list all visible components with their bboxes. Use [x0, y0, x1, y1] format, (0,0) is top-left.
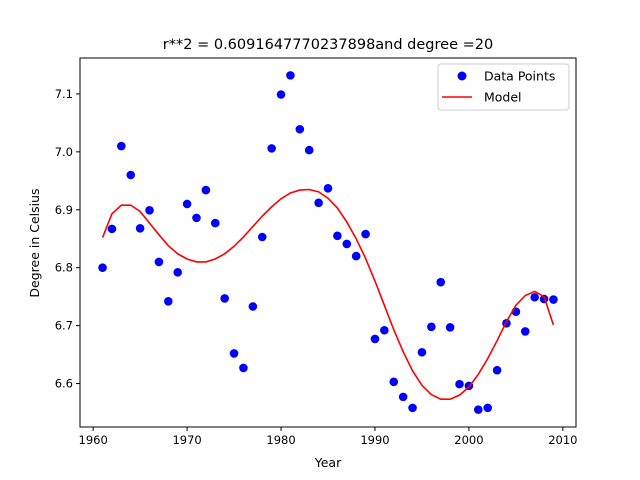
data-point	[182, 199, 192, 209]
data-point	[192, 213, 201, 223]
legend: Data Points Model	[437, 63, 570, 111]
data-point	[417, 347, 427, 357]
data-point	[107, 224, 117, 234]
plot-area	[98, 71, 558, 414]
data-point	[549, 295, 558, 304]
data-point	[220, 294, 229, 303]
data-point	[483, 403, 493, 413]
model-line	[101, 188, 555, 400]
legend-data-points-label: Data Points	[484, 69, 555, 84]
data-point	[380, 325, 389, 335]
data-point	[323, 184, 333, 193]
y-tick-label: 6.6	[55, 377, 73, 391]
x-axis-label: Year	[314, 455, 342, 470]
data-point	[474, 405, 483, 414]
data-point	[492, 365, 502, 375]
y-tick-label: 7.0	[55, 145, 73, 159]
data-point	[520, 327, 530, 336]
data-point	[267, 144, 276, 153]
x-tick-label: 2000	[454, 433, 483, 447]
data-point	[342, 239, 352, 249]
data-point	[286, 71, 295, 80]
data-point	[398, 392, 408, 402]
x-tick-label: 2010	[548, 433, 577, 447]
data-point	[455, 379, 464, 389]
x-tick-label: 1970	[172, 433, 201, 447]
x-tick-label: 1990	[360, 433, 389, 447]
data-point	[117, 141, 126, 151]
data-point	[257, 232, 267, 242]
data-point	[210, 218, 220, 228]
data-point	[408, 403, 417, 413]
data-point	[333, 231, 342, 241]
y-axis-label: Degree in Celsius	[27, 188, 42, 297]
data-point	[164, 297, 173, 306]
data-point	[239, 363, 248, 373]
y-tick-label: 6.9	[55, 203, 73, 217]
data-point	[530, 292, 539, 302]
data-point	[173, 268, 182, 277]
plot-frame	[79, 57, 577, 428]
data-point	[304, 145, 314, 155]
data-point	[126, 170, 136, 180]
legend-data-points-marker	[457, 71, 467, 81]
data-point	[145, 206, 154, 215]
chart-title: r**2 = 0.6091647770237898and degree =20	[163, 37, 493, 53]
legend-box	[437, 63, 570, 111]
data-point	[361, 229, 370, 239]
data-point	[248, 302, 258, 311]
data-point	[351, 251, 361, 261]
data-point	[201, 185, 211, 195]
y-tick-label: 7.1	[55, 87, 73, 101]
data-point	[436, 277, 446, 287]
data-point	[427, 322, 436, 332]
x-tick-label: 1980	[266, 433, 295, 447]
legend-model-label: Model	[484, 90, 522, 105]
data-point	[154, 257, 164, 267]
data-point	[98, 263, 107, 273]
y-tick-label: 6.7	[55, 319, 73, 333]
y-axis-ticks: 6.6 6.7 6.8 6.9 7.0 7.1	[55, 87, 80, 391]
x-axis-ticks: 1960 1970 1980 1990 2000 2010	[79, 427, 577, 447]
data-point	[445, 323, 455, 332]
data-point	[314, 198, 323, 208]
data-point	[295, 124, 305, 134]
data-point	[276, 90, 286, 99]
data-point	[229, 349, 239, 358]
y-tick-label: 6.8	[55, 261, 73, 275]
x-tick-label: 1960	[79, 433, 108, 447]
data-point	[370, 334, 380, 344]
data-point	[389, 377, 399, 387]
data-point	[135, 224, 145, 233]
